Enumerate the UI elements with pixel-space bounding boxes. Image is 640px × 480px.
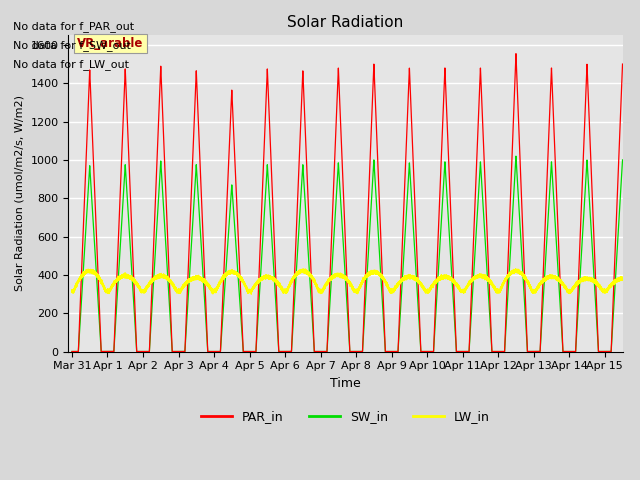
Title: Solar Radiation: Solar Radiation bbox=[287, 15, 404, 30]
Legend: PAR_in, SW_in, LW_in: PAR_in, SW_in, LW_in bbox=[196, 405, 495, 428]
Text: No data for f_SW_out: No data for f_SW_out bbox=[13, 40, 131, 51]
X-axis label: Time: Time bbox=[330, 377, 361, 390]
Y-axis label: Solar Radiation (umol/m2/s, W/m2): Solar Radiation (umol/m2/s, W/m2) bbox=[15, 96, 25, 291]
Text: No data for f_PAR_out: No data for f_PAR_out bbox=[13, 21, 134, 32]
Text: No data for f_LW_out: No data for f_LW_out bbox=[13, 59, 129, 70]
Text: VR_arable: VR_arable bbox=[77, 37, 143, 50]
